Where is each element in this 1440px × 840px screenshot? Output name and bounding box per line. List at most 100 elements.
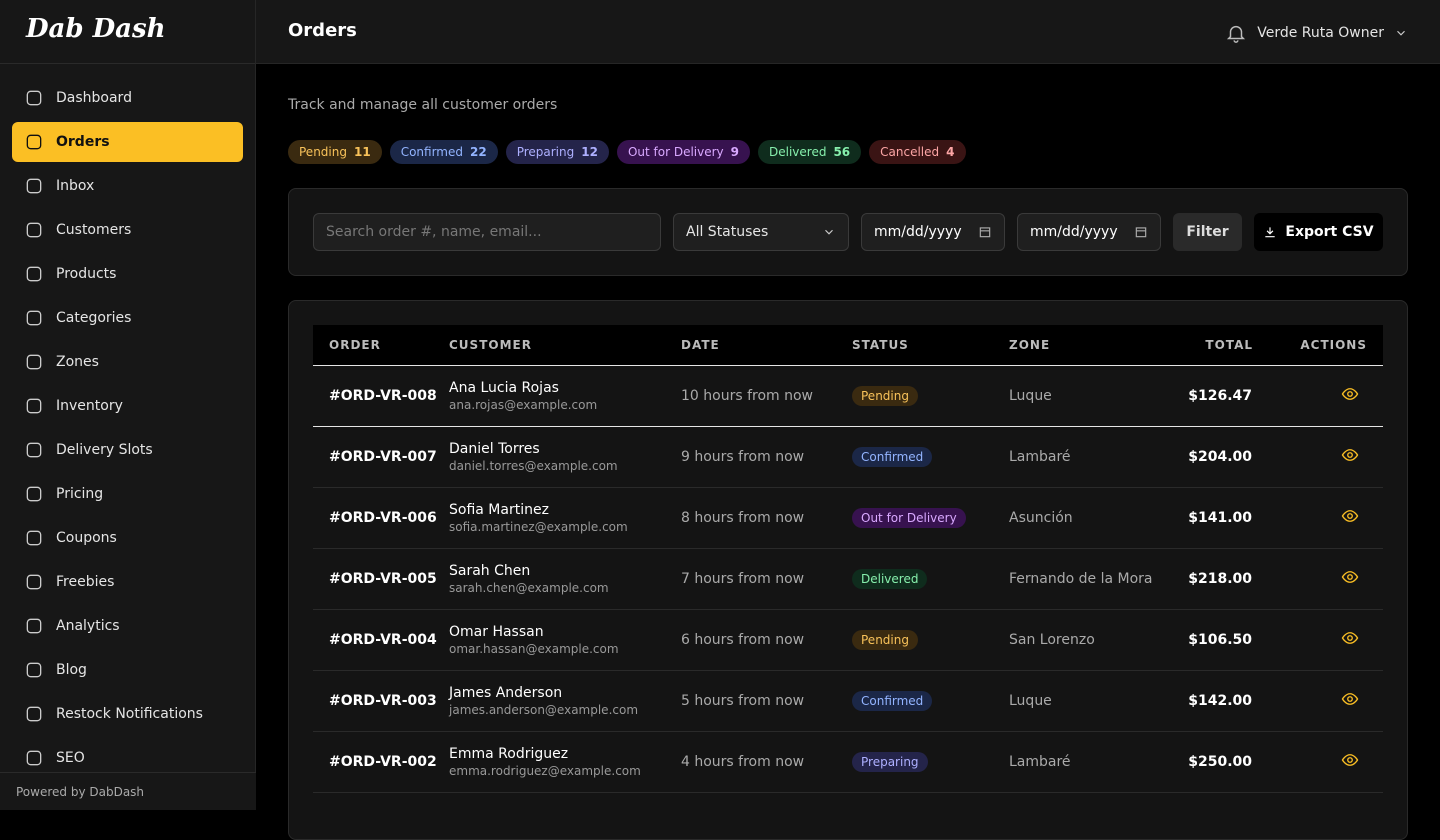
- customer-name: Sofia Martinez: [449, 501, 549, 518]
- column-header: TOTAL: [1158, 325, 1253, 366]
- status-pill[interactable]: Cancelled 4: [869, 140, 966, 164]
- status-select-value: All Statuses: [686, 224, 769, 240]
- nav-icon: [26, 134, 42, 150]
- nav-icon: [26, 398, 42, 414]
- status-badge: Preparing: [852, 751, 928, 772]
- nav-label: Delivery Slots: [56, 442, 153, 458]
- nav-item[interactable]: Dashboard: [12, 78, 243, 118]
- customer-name: Emma Rodriguez: [449, 745, 569, 762]
- nav-icon: [26, 662, 42, 678]
- order-id: #ORD-VR-004: [313, 609, 448, 671]
- nav-item[interactable]: Delivery Slots: [12, 430, 243, 470]
- header: Orders Verde Ruta Owner: [256, 0, 1440, 64]
- order-total: $106.50: [1158, 609, 1253, 671]
- nav-icon: [26, 574, 42, 590]
- nav-icon: [26, 706, 42, 722]
- export-button[interactable]: Export CSV: [1254, 213, 1383, 251]
- nav-item[interactable]: Inventory: [12, 386, 243, 426]
- order-date: 5 hours from now: [680, 670, 851, 732]
- customer-email: emma.rodriguez@example.com: [449, 763, 641, 778]
- view-icon[interactable]: [1341, 446, 1359, 464]
- pill-label: Cancelled: [880, 145, 940, 159]
- zone: Lambaré: [1008, 426, 1158, 488]
- nav-item[interactable]: Products: [12, 254, 243, 294]
- nav-label: Pricing: [56, 486, 104, 502]
- customer-cell: Ana Lucia Rojas ana.rojas@example.com: [448, 365, 680, 427]
- order-total: $142.00: [1158, 670, 1253, 732]
- filter-button[interactable]: Filter: [1173, 213, 1242, 251]
- nav-item[interactable]: Coupons: [12, 518, 243, 558]
- status-badge: Confirmed: [852, 446, 933, 467]
- status-pill[interactable]: Delivered 56: [758, 140, 862, 164]
- table-card: ORDER CUSTOMER DATE STATUS ZONE TOTAL ACTIONS #…: [288, 300, 1408, 840]
- search-input[interactable]: Search order #, name, email...: [313, 213, 661, 251]
- order-id: #ORD-VR-002: [313, 731, 448, 793]
- nav-icon: [26, 750, 42, 766]
- customer-cell: Omar Hassan omar.hassan@example.com: [448, 609, 680, 671]
- pill-label: Confirmed: [400, 145, 463, 159]
- status-cell: Preparing: [851, 731, 1008, 793]
- date-to-value: mm/dd/yyyy: [1030, 224, 1118, 240]
- pill-count: 56: [833, 145, 851, 159]
- status-pill[interactable]: Pending 11: [288, 140, 382, 164]
- date-to[interactable]: mm/dd/yyyy: [1017, 213, 1161, 251]
- order-id: #ORD-VR-003: [313, 670, 448, 732]
- view-icon[interactable]: [1341, 568, 1359, 586]
- nav-item[interactable]: Blog: [12, 650, 243, 690]
- nav-item[interactable]: Zones: [12, 342, 243, 382]
- status-select[interactable]: All Statuses: [673, 213, 849, 251]
- nav-label: Inbox: [56, 178, 95, 194]
- status-pill[interactable]: Confirmed 22: [389, 140, 498, 164]
- nav-item[interactable]: Customers: [12, 210, 243, 250]
- date-from[interactable]: mm/dd/yyyy: [861, 213, 1005, 251]
- subtitle: Track and manage all customer orders: [288, 97, 558, 113]
- order-id: #ORD-VR-005: [313, 548, 448, 610]
- nav-icon: [26, 442, 42, 458]
- nav-icon: [26, 266, 42, 282]
- customer-name: Daniel Torres: [449, 440, 540, 457]
- calendar-icon: [979, 227, 991, 238]
- status-pill[interactable]: Preparing 12: [505, 140, 609, 164]
- status-pill[interactable]: Out for Delivery 9: [616, 140, 750, 164]
- order-row: #ORD-VR-007 Daniel Torres daniel.torres@ex…: [313, 426, 1383, 488]
- customer-cell: Sofia Martinez sofia.martinez@example.com: [448, 487, 680, 549]
- nav-item[interactable]: Analytics: [12, 606, 243, 646]
- customer-name: Omar Hassan: [449, 623, 544, 640]
- view-icon[interactable]: [1341, 629, 1359, 647]
- nav-item[interactable]: Freebies: [12, 562, 243, 602]
- page-title: Orders: [288, 20, 357, 41]
- customer-cell: Emma Rodriguez emma.rodriguez@example.com: [448, 731, 680, 793]
- nav-item[interactable]: SEO: [12, 738, 243, 778]
- view-icon[interactable]: [1341, 507, 1359, 525]
- order-row: #ORD-VR-006 Sofia Martinez sofia.martinez@…: [313, 487, 1383, 549]
- order-row: #ORD-VR-003 James Anderson james.anderson@…: [313, 670, 1383, 732]
- view-icon[interactable]: [1341, 751, 1359, 769]
- nav-label: Restock Notifications: [56, 706, 203, 722]
- user-name[interactable]: Verde Ruta Owner: [1257, 25, 1384, 41]
- customer-email: sarah.chen@example.com: [449, 580, 609, 595]
- status-pills: Pending 11 Confirmed 22 Preparing 12 Out for D…: [288, 140, 966, 164]
- order-id: #ORD-VR-007: [313, 426, 448, 488]
- status-cell: Confirmed: [851, 670, 1008, 732]
- nav-item[interactable]: Pricing: [12, 474, 243, 514]
- export-label: Export CSV: [1285, 224, 1374, 240]
- view-icon[interactable]: [1341, 690, 1359, 708]
- view-icon[interactable]: [1341, 385, 1359, 403]
- nav-item[interactable]: Categories: [12, 298, 243, 338]
- nav-item[interactable]: Orders: [12, 122, 243, 162]
- pill-label: Delivered: [769, 145, 827, 159]
- nav-list: Dashboard Orders Inbox Customers Products Cat…: [0, 64, 255, 778]
- user-menu[interactable]: Verde Ruta Owner: [1225, 22, 1408, 44]
- zone: San Lorenzo: [1008, 609, 1158, 671]
- nav-icon: [26, 178, 42, 194]
- order-total: $126.47: [1158, 365, 1253, 427]
- order-total: $141.00: [1158, 487, 1253, 549]
- bell-icon[interactable]: [1225, 22, 1247, 44]
- column-header: CUSTOMER: [448, 325, 680, 366]
- zone: Lambaré: [1008, 731, 1158, 793]
- nav-item[interactable]: Inbox: [12, 166, 243, 206]
- customer-name: Ana Lucia Rojas: [449, 379, 559, 396]
- pill-count: 9: [730, 145, 739, 159]
- logo[interactable]: Dab Dash: [0, 0, 255, 64]
- nav-item[interactable]: Restock Notifications: [12, 694, 243, 734]
